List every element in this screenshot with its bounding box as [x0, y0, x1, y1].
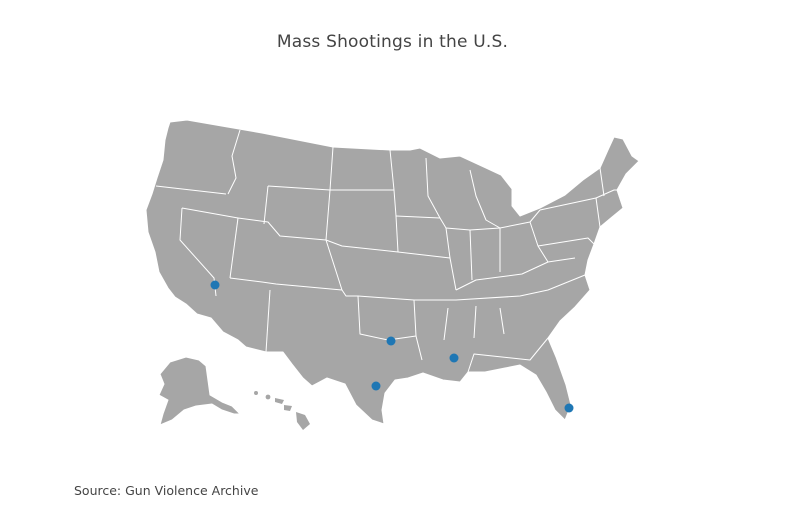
marker-miami[interactable]	[564, 403, 574, 413]
marker-dallas[interactable]	[386, 336, 396, 346]
hawaii-island-kauai[interactable]	[254, 391, 258, 395]
marker-las-vegas[interactable]	[210, 280, 220, 290]
contiguous-us-landmass[interactable]	[145, 119, 640, 425]
hawaii-island-big-island[interactable]	[296, 412, 310, 430]
hawaii-island-maui[interactable]	[284, 405, 292, 411]
hawaii-island-oahu[interactable]	[265, 394, 271, 400]
marker-baton-rouge[interactable]	[449, 353, 459, 363]
map-title: Mass Shootings in the U.S.	[276, 32, 509, 52]
hawaii-islands[interactable]	[254, 391, 310, 430]
shooting-markers[interactable]	[210, 280, 574, 413]
state-borders	[155, 129, 617, 373]
alaska-landmass[interactable]	[158, 356, 241, 426]
hawaii-island-molokai[interactable]	[275, 398, 284, 404]
marker-san-antonio[interactable]	[371, 381, 381, 391]
source-note: Source: Gun Violence Archive	[74, 483, 259, 498]
